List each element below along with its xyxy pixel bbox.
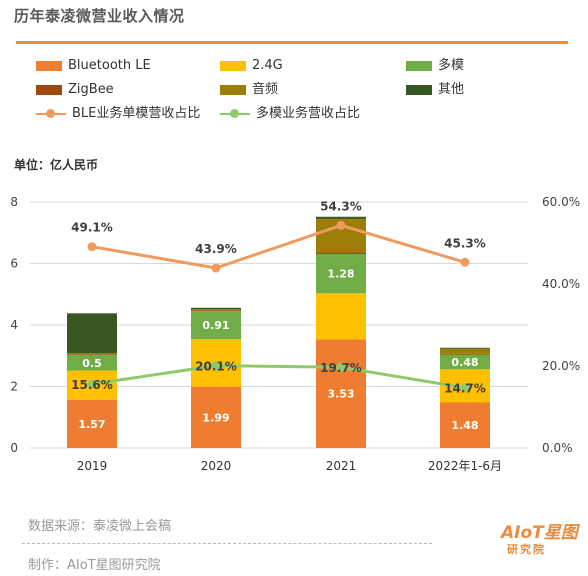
bar-segment bbox=[67, 313, 117, 354]
y-tick-right: 40.0% bbox=[542, 277, 580, 291]
logo-wordmark: AIoT星图 bbox=[501, 523, 578, 543]
title-underline bbox=[16, 41, 568, 44]
line-point bbox=[87, 242, 97, 252]
line-value-label: 45.3% bbox=[444, 236, 486, 250]
bar-segment bbox=[191, 311, 241, 340]
legend-label: 2.4G bbox=[252, 58, 283, 73]
legend-swatch bbox=[406, 61, 432, 71]
y-tick-right: 0.0% bbox=[542, 441, 573, 455]
y-tick-left: 2 bbox=[10, 380, 18, 394]
legend-swatch bbox=[406, 85, 432, 95]
legend-swatch bbox=[220, 61, 246, 71]
x-tick-label: 2022年1-6月 bbox=[428, 459, 502, 473]
line-value-label: 19.7% bbox=[320, 361, 362, 375]
y-tick-left: 4 bbox=[10, 318, 18, 332]
bar-segment bbox=[316, 293, 366, 340]
bar-segment bbox=[440, 353, 490, 355]
line-value-label: 54.3% bbox=[320, 199, 362, 213]
line-point bbox=[460, 257, 470, 267]
chart-legend: Bluetooth LE 2.4G 多模 ZigBee 音频 其他 BLE业务单模营收占比 多… bbox=[0, 0, 588, 130]
bar-segment bbox=[440, 402, 490, 448]
bar-value-label: 0.48 bbox=[451, 356, 478, 369]
bar-segment bbox=[67, 354, 117, 356]
y-tick-left: 0 bbox=[10, 441, 18, 455]
bar-segment bbox=[440, 347, 490, 349]
legend-label: 多模业务营收占比 bbox=[256, 106, 361, 121]
bar-segment bbox=[191, 386, 241, 448]
chart-title: 历年泰凌微营业收入情况 bbox=[14, 7, 185, 25]
legend-label: BLE业务单模营收占比 bbox=[72, 106, 201, 121]
line-point bbox=[211, 263, 221, 273]
bar-value-label: 0.5 bbox=[82, 357, 102, 370]
line-value-label: 14.7% bbox=[444, 382, 486, 396]
bar-segment bbox=[191, 310, 241, 312]
brand-logo: AIoT星图 研究院 bbox=[495, 518, 585, 566]
y-tick-left: 6 bbox=[10, 257, 18, 271]
legend-label: 其他 bbox=[438, 82, 465, 97]
bar-value-label: 1.28 bbox=[327, 268, 354, 281]
bar-value-label: 1.57 bbox=[78, 418, 105, 431]
y-tick-right: 60.0% bbox=[542, 195, 580, 209]
legend-swatch bbox=[220, 85, 246, 95]
unit-label: 单位：亿人民币 bbox=[14, 158, 99, 172]
bar-segment bbox=[316, 252, 366, 254]
line-point bbox=[460, 383, 470, 393]
bar-segment bbox=[67, 353, 117, 355]
bar-segment bbox=[440, 348, 490, 354]
line-value-label: 20.1% bbox=[195, 360, 237, 374]
bar-segment bbox=[67, 355, 117, 371]
source-text: 数据来源：泰凌微上会稿 bbox=[28, 519, 172, 534]
legend-label: ZigBee bbox=[68, 82, 114, 97]
source-divider bbox=[22, 543, 432, 544]
line-point bbox=[336, 362, 346, 372]
line-series bbox=[91, 223, 466, 270]
legend-swatch bbox=[36, 85, 62, 95]
x-tick-label: 2020 bbox=[201, 459, 232, 473]
x-tick-label: 2019 bbox=[77, 459, 108, 473]
bar-segment bbox=[440, 354, 490, 370]
bar-segment bbox=[316, 339, 366, 448]
bar-value-label: 0.91 bbox=[202, 319, 229, 332]
bar-value-label: 3.53 bbox=[327, 388, 354, 401]
bar-segment bbox=[67, 399, 117, 448]
line-value-label: 43.9% bbox=[195, 242, 237, 256]
line-point bbox=[336, 220, 346, 230]
line-series bbox=[91, 364, 466, 390]
bar-segment bbox=[191, 309, 241, 311]
legend-marker bbox=[46, 109, 55, 118]
legend-swatch bbox=[36, 61, 62, 71]
bar-segment bbox=[316, 216, 366, 219]
legend-label: 音频 bbox=[252, 82, 279, 97]
maker-text: 制作：AIoT星图研究院 bbox=[28, 558, 161, 573]
bar-segment bbox=[191, 307, 241, 310]
line-point bbox=[87, 379, 97, 389]
legend-marker bbox=[230, 109, 239, 118]
line-value-label: 49.1% bbox=[71, 221, 113, 235]
revenue-chart: 0 2 4 6 8 0.0% 20.0% 40.0% 60.0% 1.57 0.5 1.99 0.91 3… bbox=[10, 195, 580, 473]
legend-label: 多模 bbox=[438, 58, 465, 73]
line-point bbox=[211, 361, 221, 371]
x-tick-label: 2021 bbox=[326, 459, 357, 473]
y-tick-right: 20.0% bbox=[542, 359, 580, 373]
y-tick-left: 8 bbox=[10, 195, 18, 209]
logo-subtitle: 研究院 bbox=[507, 543, 546, 556]
bar-segment bbox=[316, 253, 366, 294]
bar-value-label: 1.99 bbox=[202, 411, 229, 424]
bar-value-label: 1.48 bbox=[451, 419, 478, 432]
line-value-label: 15.6% bbox=[71, 378, 113, 392]
legend-label: Bluetooth LE bbox=[68, 58, 151, 73]
